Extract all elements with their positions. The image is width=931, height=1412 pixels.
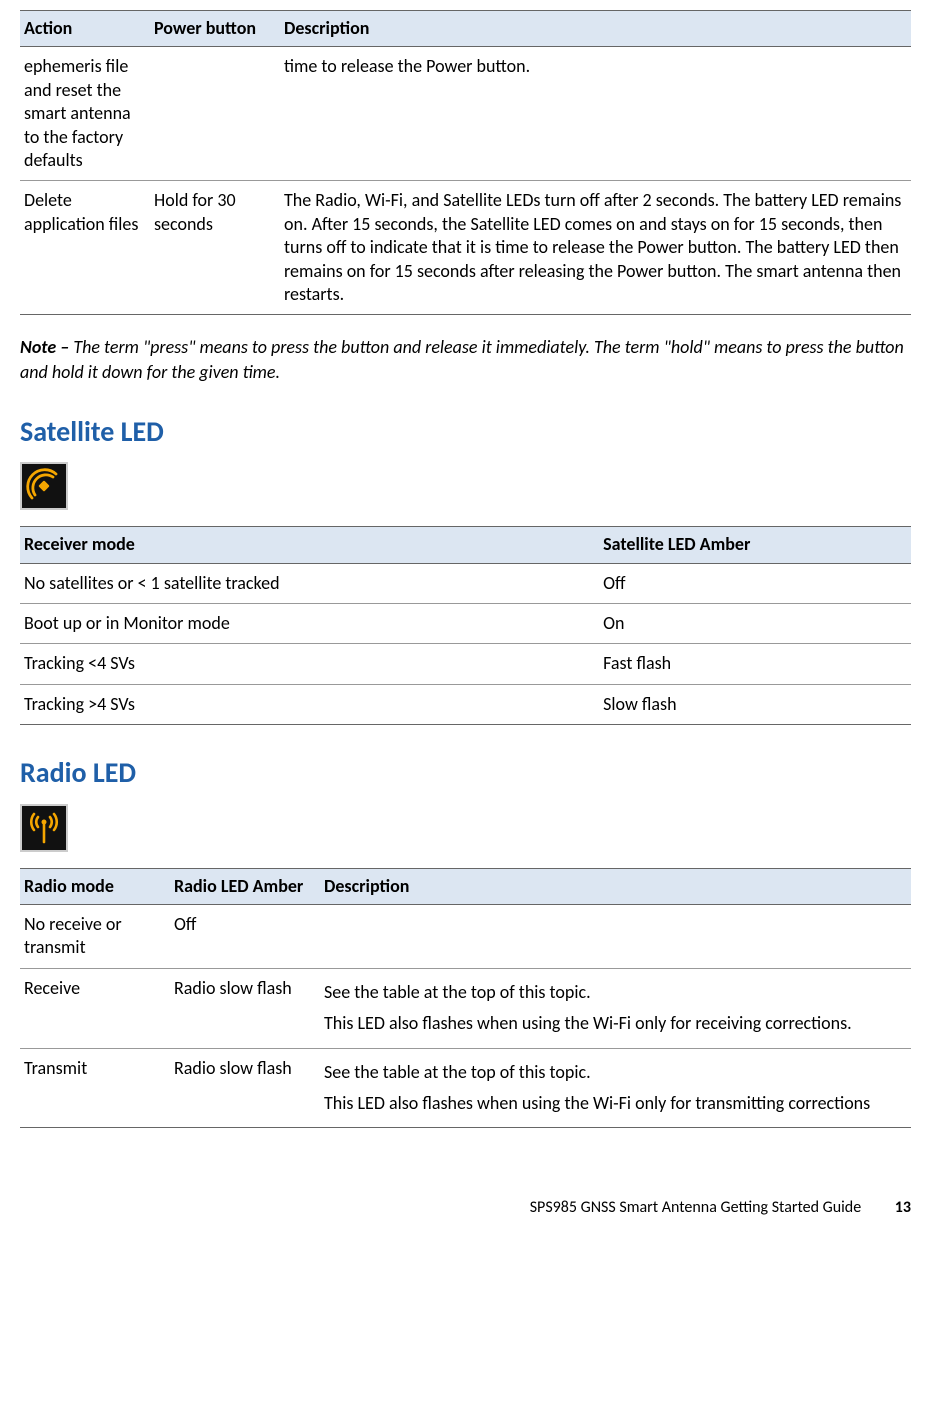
mode-cell: No satellites or < 1 satellite tracked bbox=[20, 563, 599, 603]
power-cell bbox=[150, 47, 280, 181]
mode-cell: Tracking <4 SVs bbox=[20, 644, 599, 684]
desc-cell: time to release the Power button. bbox=[280, 47, 911, 181]
table-header: Radio LED Amber bbox=[170, 868, 320, 904]
led-cell: Off bbox=[170, 905, 320, 969]
action-cell: Delete application files bbox=[20, 181, 150, 315]
desc-cell bbox=[320, 905, 911, 969]
table-row: Tracking >4 SVs Slow flash bbox=[20, 684, 911, 724]
led-cell: Off bbox=[599, 563, 911, 603]
table-row: Tracking <4 SVs Fast flash bbox=[20, 644, 911, 684]
radio-icon-box bbox=[20, 804, 68, 852]
mode-cell: Tracking >4 SVs bbox=[20, 684, 599, 724]
table-row: ephemeris file and reset the smart anten… bbox=[20, 47, 911, 181]
desc-cell: The Radio, Wi-Fi, and Satellite LEDs tur… bbox=[280, 181, 911, 315]
table-header: Receiver mode bbox=[20, 527, 599, 563]
radio-led-table: Radio mode Radio LED Amber Description N… bbox=[20, 868, 911, 1129]
table-header: Radio mode bbox=[20, 868, 170, 904]
desc-line: This LED also flashes when using the Wi-… bbox=[324, 1088, 903, 1119]
desc-line: This LED also flashes when using the Wi-… bbox=[324, 1008, 903, 1039]
table-header: Power button bbox=[150, 11, 280, 47]
radio-heading: Radio LED bbox=[20, 755, 911, 791]
satellite-icon-box bbox=[20, 462, 68, 510]
desc-line: See the table at the top of this topic. bbox=[324, 977, 903, 1008]
footer-page-number: 13 bbox=[895, 1198, 911, 1217]
table-header: Description bbox=[280, 11, 911, 47]
power-button-table: Action Power button Description ephemeri… bbox=[20, 10, 911, 315]
table-row: No receive or transmit Off bbox=[20, 905, 911, 969]
mode-cell: Boot up or in Monitor mode bbox=[20, 604, 599, 644]
led-cell: Radio slow flash bbox=[170, 1048, 320, 1128]
radio-icon bbox=[26, 810, 62, 846]
desc-cell: See the table at the top of this topic. … bbox=[320, 968, 911, 1048]
led-cell: Radio slow flash bbox=[170, 968, 320, 1048]
desc-cell: See the table at the top of this topic. … bbox=[320, 1048, 911, 1128]
table-row: Boot up or in Monitor mode On bbox=[20, 604, 911, 644]
table-header: Action bbox=[20, 11, 150, 47]
note-paragraph: Note – The term "press" means to press t… bbox=[20, 335, 911, 384]
satellite-heading: Satellite LED bbox=[20, 414, 911, 450]
desc-line: See the table at the top of this topic. bbox=[324, 1057, 903, 1088]
table-header: Satellite LED Amber bbox=[599, 527, 911, 563]
led-cell: Slow flash bbox=[599, 684, 911, 724]
power-cell: Hold for 30 seconds bbox=[150, 181, 280, 315]
note-label: Note – bbox=[20, 336, 73, 358]
table-header: Description bbox=[320, 868, 911, 904]
footer-title: SPS985 GNSS Smart Antenna Getting Starte… bbox=[530, 1198, 861, 1217]
mode-cell: No receive or transmit bbox=[20, 905, 170, 969]
table-row: Delete application files Hold for 30 sec… bbox=[20, 181, 911, 315]
action-cell: ephemeris file and reset the smart anten… bbox=[20, 47, 150, 181]
table-row: Transmit Radio slow flash See the table … bbox=[20, 1048, 911, 1128]
mode-cell: Transmit bbox=[20, 1048, 170, 1128]
satellite-icon bbox=[26, 468, 62, 504]
satellite-led-table: Receiver mode Satellite LED Amber No sat… bbox=[20, 526, 911, 725]
page-footer: SPS985 GNSS Smart Antenna Getting Starte… bbox=[20, 1198, 911, 1219]
note-text: The term "press" means to press the butt… bbox=[20, 336, 904, 382]
table-row: Receive Radio slow flash See the table a… bbox=[20, 968, 911, 1048]
table-row: No satellites or < 1 satellite tracked O… bbox=[20, 563, 911, 603]
led-cell: Fast flash bbox=[599, 644, 911, 684]
mode-cell: Receive bbox=[20, 968, 170, 1048]
led-cell: On bbox=[599, 604, 911, 644]
